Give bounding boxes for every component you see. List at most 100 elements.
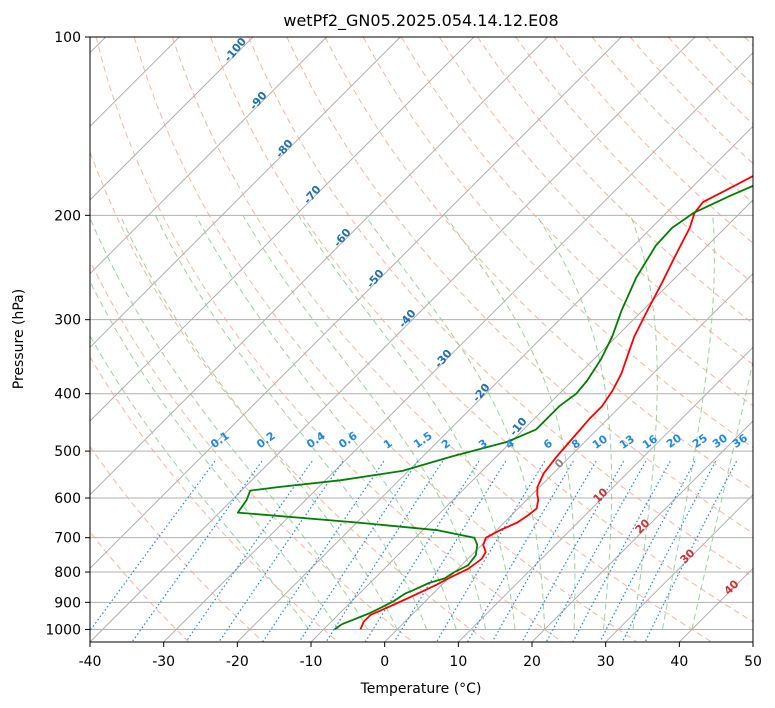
- y-tick-label: 1000: [45, 622, 81, 638]
- plot-frame: [89, 36, 754, 643]
- mixing-ratio-line: [298, 460, 419, 642]
- isotherm-label: -60: [331, 226, 354, 250]
- isotherm-line: [605, 493, 753, 642]
- isotherm-label: -20: [470, 381, 493, 405]
- moist-adiabat-line: [630, 215, 658, 630]
- plot-area: -100-90-80-70-60-50-40-30-20-100.1 0.2 0.4…: [90, 35, 753, 642]
- moist-adiabat-line: [90, 334, 310, 630]
- mixing-ratio-label: 0.4: [304, 429, 328, 451]
- moist-adiabat-label: 40: [722, 577, 742, 597]
- mixing-ratio-line: [393, 460, 507, 642]
- moist-adiabat-label: 10: [591, 485, 611, 505]
- x-tick-label: 10: [449, 654, 467, 670]
- y-tick-label: 700: [54, 531, 81, 547]
- mixing-ratio-label: 10: [590, 432, 610, 452]
- isotherm-line: [90, 37, 328, 275]
- isotherm-label: -80: [273, 137, 296, 161]
- mixing-ratio-label: 25: [690, 431, 710, 450]
- y-tick-label: 400: [54, 387, 81, 403]
- background-lines: [90, 37, 753, 642]
- mixing-ratio-line: [364, 460, 480, 642]
- x-tick-label: -40: [79, 654, 102, 670]
- y-tick-label: 800: [54, 565, 81, 581]
- dry-adiabat-line: [553, 37, 753, 244]
- y-tick-label: 500: [54, 444, 81, 460]
- dry-adiabat-line: [248, 37, 753, 578]
- dry-adiabat-line: [171, 37, 712, 642]
- isotherm-line: [457, 346, 753, 642]
- isotherm-line: [531, 420, 753, 642]
- dry-adiabat-line: [324, 37, 753, 491]
- mixing-ratio-line: [185, 460, 313, 642]
- profile-series: [236, 175, 753, 631]
- isotherm-line: [90, 37, 622, 570]
- moist-adiabat-label: 20: [633, 516, 653, 536]
- mixing-ratio-line: [131, 460, 263, 642]
- isotherm-line: [90, 37, 696, 642]
- x-tick-label: -10: [300, 654, 323, 670]
- mixing-ratio-line: [572, 460, 671, 642]
- moist-adiabat-line: [154, 215, 428, 630]
- mixing-ratio-line: [435, 460, 546, 642]
- dry-adiabat-line: [90, 445, 264, 642]
- moist-adiabat-line: [661, 215, 715, 630]
- moist-adiabat-line: [195, 215, 457, 630]
- y-axis-title: Pressure (hPa): [11, 289, 27, 389]
- dry-adiabat-line: [90, 259, 414, 642]
- isotherm-line: [163, 51, 753, 642]
- mixing-ratio-line: [262, 460, 385, 642]
- dry-adiabat-line: [90, 531, 190, 642]
- dry-adiabat-line: [90, 150, 488, 642]
- isotherm-line: [752, 641, 753, 642]
- x-tick-label: 30: [597, 654, 615, 670]
- mixing-ratio-label: 6: [541, 436, 555, 451]
- isotherm-label: -90: [247, 89, 270, 113]
- dry-adiabat-line: [95, 37, 563, 642]
- dry-adiabat-line: [210, 37, 753, 623]
- dry-adiabat-line: [706, 37, 753, 86]
- x-tick-label: 0: [380, 654, 389, 670]
- isotherm-label: -50: [364, 267, 387, 291]
- isotherm-line: [90, 37, 475, 422]
- mixing-ratio-label: 8: [569, 437, 583, 452]
- moist-adiabat-line: [444, 215, 576, 630]
- moist-adiabat-line: [90, 280, 339, 630]
- x-tick-label: 40: [670, 654, 688, 670]
- chart-title: wetPf2_GN05.2025.054.14.12.E08: [283, 11, 558, 31]
- mixing-ratio-label: 0.6: [336, 429, 360, 451]
- moist-adiabat-line: [364, 215, 546, 630]
- y-tick-label: 600: [54, 491, 81, 507]
- mixing-ratio-label: 36: [730, 431, 750, 451]
- dry-adiabat-line: [438, 37, 753, 366]
- mixing-ratio-label: 16: [640, 432, 660, 452]
- y-tick-label: 300: [54, 313, 81, 329]
- dry-adiabat-line: [744, 37, 753, 47]
- isotherm-label: -70: [301, 183, 324, 207]
- mixing-ratio-line: [599, 460, 696, 642]
- isotherm-label: -100: [221, 35, 249, 65]
- moist-adiabat-line: [298, 215, 516, 630]
- mixing-ratio-line: [90, 460, 216, 632]
- x-tick-label: -20: [226, 654, 249, 670]
- isotherm-line: [678, 567, 753, 642]
- isotherm-line: [90, 37, 549, 496]
- zero-label: 0: [552, 456, 567, 471]
- temperature-line: [359, 175, 753, 630]
- moist-adiabat-line: [691, 358, 753, 630]
- mixing-ratio-label: 0.1: [208, 429, 231, 451]
- y-tick-label: 900: [54, 595, 81, 611]
- mixing-ratio-line: [644, 460, 738, 642]
- axis-ticks: -40 -30 -20 -10 0 10 20 30 40 5010009008007006005…: [45, 30, 762, 670]
- moist-adiabat-line: [119, 215, 398, 630]
- y-tick-label: 100: [54, 30, 81, 46]
- mixing-ratio-label: 30: [710, 431, 730, 451]
- dewpoint-line: [236, 184, 753, 631]
- dry-adiabat-line: [477, 37, 753, 325]
- mixing-ratio-label: 1: [381, 437, 395, 452]
- isotherm-label: -40: [396, 307, 419, 331]
- x-tick-label: -30: [152, 654, 175, 670]
- mixing-ratio-label: 2: [439, 437, 453, 452]
- mixing-ratio-line: [545, 460, 647, 642]
- y-tick-label: 200: [54, 208, 81, 224]
